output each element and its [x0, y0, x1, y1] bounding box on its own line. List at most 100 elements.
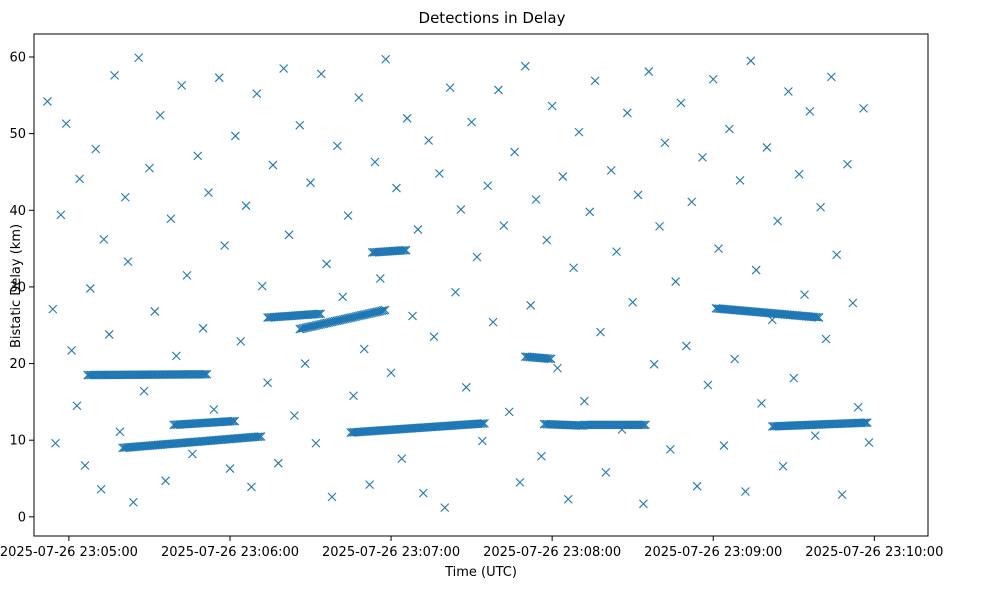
detection-marker — [236, 336, 246, 346]
track-detection-marker — [546, 354, 556, 364]
detection-marker — [177, 80, 187, 90]
detection-marker — [327, 492, 337, 502]
track-detection-marker — [314, 309, 324, 319]
detection-marker — [671, 277, 681, 286]
track-detection-marker — [230, 416, 240, 426]
detection-marker — [145, 163, 154, 173]
detection-marker — [429, 332, 439, 342]
plot-frame — [33, 33, 929, 537]
track-detection-marker — [253, 432, 263, 442]
y-tick-label: 20 — [9, 357, 26, 372]
detection-marker — [601, 467, 611, 477]
detection-marker — [225, 464, 235, 473]
detection-marker — [735, 175, 745, 185]
y-tick-label: 10 — [9, 434, 26, 449]
detection-marker — [61, 119, 71, 129]
detection-marker — [843, 159, 852, 169]
detection-marker — [714, 244, 723, 253]
detection-marker — [214, 73, 224, 83]
track-detection-marker — [398, 246, 408, 255]
detection-marker — [467, 117, 476, 127]
detection-marker — [537, 451, 546, 461]
detection-marker — [762, 143, 772, 152]
detection-marker — [166, 214, 176, 224]
detection-marker — [451, 287, 460, 297]
detection-marker — [128, 497, 138, 507]
detection-marker — [687, 197, 697, 207]
detection-marker — [381, 54, 391, 64]
detection-marker — [612, 247, 621, 257]
detection-marker — [306, 178, 315, 188]
detection-marker — [72, 401, 82, 411]
detection-marker — [316, 69, 326, 79]
detection-marker — [440, 503, 450, 513]
detection-marker — [751, 265, 761, 275]
detection-marker — [639, 499, 648, 509]
detection-marker — [349, 391, 358, 401]
detection-marker — [585, 207, 595, 217]
detection-marker — [655, 221, 664, 231]
detection-marker — [703, 380, 713, 390]
detection-marker — [392, 183, 401, 193]
detection-marker — [247, 482, 256, 492]
detection-marker — [542, 235, 552, 245]
detection-marker — [408, 311, 417, 321]
detection-marker — [864, 438, 874, 447]
detection-marker — [413, 225, 423, 234]
track-detection-marker — [639, 420, 649, 430]
detection-marker — [547, 101, 557, 111]
detection-marker — [354, 93, 364, 103]
detection-marker — [628, 297, 638, 307]
y-tick-label: 50 — [9, 127, 26, 142]
detection-marker — [848, 298, 858, 308]
track-detection-marker — [256, 432, 266, 441]
detection-marker — [574, 127, 584, 137]
track-detection-marker — [377, 306, 387, 316]
detection-marker — [681, 341, 691, 351]
track-detection-marker — [478, 419, 488, 428]
detection-marker — [816, 202, 826, 212]
data-marks — [43, 53, 874, 513]
x-tick-label: 2025-07-26 23:05:00 — [0, 545, 138, 560]
detection-marker — [370, 157, 380, 167]
detection-marker — [730, 354, 740, 364]
detection-marker — [198, 323, 208, 333]
detection-marker — [332, 141, 342, 151]
detection-marker — [794, 169, 804, 179]
track-detection-marker — [476, 419, 486, 428]
detection-marker — [676, 98, 686, 108]
detection-marker — [859, 103, 868, 113]
track-detection-marker — [641, 420, 650, 430]
detection-marker — [596, 327, 605, 337]
detection-marker — [698, 153, 707, 162]
track-detection-marker — [543, 354, 553, 363]
chart-title: Detections in Delay — [419, 9, 566, 27]
x-tick-label: 2025-07-26 23:06:00 — [161, 545, 299, 560]
detection-marker — [531, 195, 541, 204]
detection-marker — [821, 334, 831, 344]
detection-marker — [418, 488, 428, 498]
detection-marker — [80, 461, 90, 470]
detection-marker — [708, 74, 718, 84]
detection-marker — [579, 396, 589, 406]
detection-marker — [800, 290, 809, 299]
detection-marker — [569, 263, 579, 273]
detection-marker — [590, 76, 600, 86]
detection-marker — [424, 136, 434, 145]
detection-marker — [43, 97, 52, 106]
x-tick-label: 2025-07-26 23:10:00 — [805, 545, 943, 560]
detection-marker — [483, 181, 493, 191]
detection-marker — [757, 399, 766, 408]
track-detection-marker — [861, 418, 871, 428]
detection-marker — [386, 368, 396, 378]
detection-marker — [526, 300, 536, 310]
track-detection-marker — [480, 418, 489, 428]
detection-marker — [461, 382, 471, 392]
detection-marker — [263, 378, 272, 388]
detection-marker — [204, 188, 213, 198]
detection-marker — [188, 449, 197, 459]
detection-marker — [155, 110, 165, 120]
x-tick-label: 2025-07-26 23:07:00 — [322, 545, 460, 560]
